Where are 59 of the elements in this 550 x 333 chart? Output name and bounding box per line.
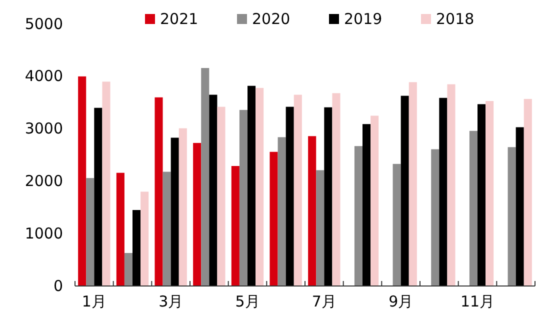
bar <box>400 96 409 286</box>
legend-label: 2019 <box>344 10 382 28</box>
bar <box>316 170 324 286</box>
bar <box>116 172 124 286</box>
y-tick-label: 3000 <box>24 120 63 138</box>
bar <box>294 94 302 286</box>
x-tick-label: 9月 <box>388 292 414 311</box>
bar <box>256 88 264 286</box>
bar <box>278 137 286 286</box>
bar <box>354 146 362 286</box>
bar <box>178 128 187 286</box>
bar <box>248 86 256 286</box>
bar <box>469 130 478 286</box>
bar <box>508 147 516 286</box>
y-tick-label: 4000 <box>24 67 63 86</box>
x-tick-label: 1月 <box>82 292 106 311</box>
x-tick-label: 11月 <box>460 292 495 311</box>
bar <box>332 93 340 286</box>
bar <box>308 136 316 286</box>
bar <box>270 152 278 286</box>
bar <box>94 108 102 286</box>
legend-label: 2021 <box>160 10 198 28</box>
bar <box>447 84 456 286</box>
bar <box>486 101 494 286</box>
bar <box>431 149 440 286</box>
bar <box>439 98 448 286</box>
bar <box>201 68 210 286</box>
bar <box>524 98 532 286</box>
x-tick-label: 3月 <box>158 292 184 311</box>
bar <box>231 166 240 286</box>
legend-label: 2018 <box>436 10 474 28</box>
bar <box>392 164 401 286</box>
bar <box>516 127 524 286</box>
bar <box>324 107 332 286</box>
bar <box>478 104 486 286</box>
y-tick-label: 1000 <box>24 224 63 242</box>
bar <box>217 106 226 286</box>
legend-label: 2020 <box>252 10 290 28</box>
bar <box>170 138 179 286</box>
bar <box>140 192 149 286</box>
bar <box>78 76 86 286</box>
x-tick-label: 7月 <box>312 292 336 311</box>
bar <box>408 82 417 286</box>
bar <box>286 106 294 286</box>
bar <box>86 178 94 286</box>
bar <box>370 116 379 286</box>
y-tick-label: 5000 <box>24 14 63 33</box>
bar <box>362 124 371 286</box>
bar <box>209 94 218 286</box>
bar <box>154 97 163 286</box>
bar <box>102 82 110 286</box>
bar <box>193 142 202 286</box>
bar <box>124 252 132 286</box>
bar <box>239 110 248 286</box>
y-tick-label: 2000 <box>24 172 63 190</box>
x-tick-label: 5月 <box>235 292 260 311</box>
bar <box>132 210 141 286</box>
bar <box>162 172 171 286</box>
y-tick-label: 0 <box>53 276 63 295</box>
